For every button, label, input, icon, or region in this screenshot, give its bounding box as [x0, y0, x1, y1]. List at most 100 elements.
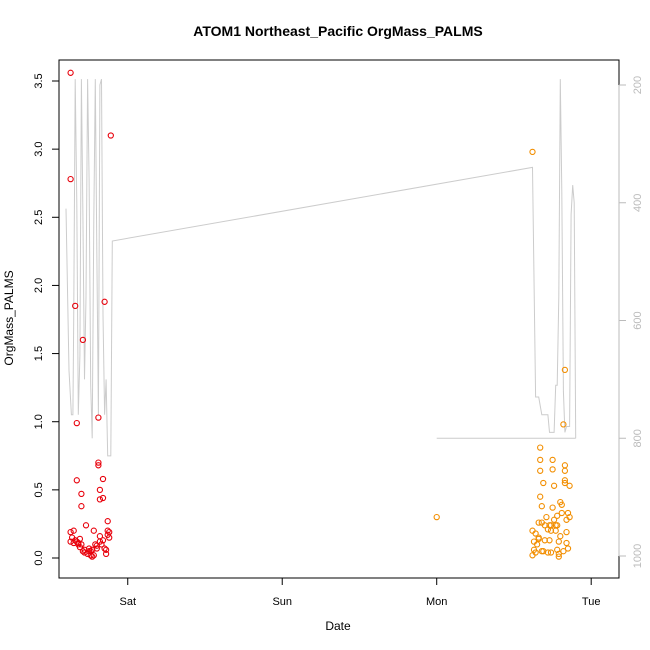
- altitude-line: [65, 78, 577, 457]
- data-point: [554, 522, 561, 529]
- data-point: [67, 69, 74, 76]
- data-point: [99, 537, 107, 544]
- data-point: [561, 477, 569, 484]
- data-point: [79, 336, 87, 344]
- data-point: [79, 548, 87, 555]
- data-point: [566, 482, 573, 489]
- data-point: [555, 553, 562, 560]
- y-tick-label: 2.0: [33, 278, 45, 293]
- data-point: [76, 535, 84, 543]
- y-tick-label: 3.5: [33, 73, 45, 88]
- data-point: [549, 456, 556, 464]
- x-tick-label: Mon: [426, 596, 447, 608]
- data-point: [557, 533, 564, 540]
- data-point: [563, 528, 570, 536]
- data-point: [535, 534, 542, 541]
- data-point: [560, 548, 567, 555]
- chart-title: ATOM1 Northeast_Pacific OrgMass_PALMS: [193, 23, 482, 39]
- right-axis: 200 400 600 800 1000: [618, 76, 644, 568]
- data-point: [537, 456, 544, 464]
- y-tick-label: 3.0: [33, 141, 45, 156]
- y-axis-label: OrgMass_PALMS: [2, 270, 16, 365]
- data-point: [106, 528, 113, 536]
- data-point: [73, 477, 80, 484]
- data-point: [104, 527, 111, 534]
- y-tick-label: 0.0: [33, 550, 45, 565]
- y-axis: 0.0 0.5 1.0 1.5 2.0 2.5 3.0 3.5: [33, 73, 60, 566]
- data-point: [90, 527, 97, 534]
- x-tick-label: Sun: [272, 596, 292, 608]
- data-point: [555, 538, 562, 545]
- data-point: [96, 496, 104, 503]
- data-point: [95, 414, 102, 421]
- data-point: [101, 298, 108, 305]
- data-point: [95, 462, 102, 469]
- data-point: [554, 512, 561, 519]
- data-point: [104, 518, 111, 525]
- data-point: [560, 421, 567, 428]
- data-point: [93, 545, 100, 552]
- data-point: [555, 550, 562, 558]
- data-point: [90, 552, 97, 559]
- data-point: [67, 175, 74, 183]
- data-point: [561, 462, 569, 469]
- right-tick-label: 600: [632, 311, 644, 329]
- series-0: [67, 69, 114, 560]
- data-point: [529, 148, 536, 156]
- data-point: [540, 479, 547, 487]
- data-point: [99, 475, 107, 483]
- right-tick-label: 800: [632, 429, 644, 447]
- points-layer: [67, 69, 573, 560]
- data-point: [433, 513, 440, 521]
- data-point: [563, 539, 570, 547]
- x-axis-label: Date: [325, 619, 351, 633]
- x-tick-label: Tue: [582, 596, 601, 608]
- data-point: [78, 503, 85, 510]
- data-point: [78, 541, 85, 548]
- data-point: [549, 504, 556, 511]
- data-point: [107, 132, 114, 139]
- data-point: [538, 503, 545, 510]
- data-point: [535, 519, 542, 526]
- data-point: [550, 482, 558, 489]
- data-point: [98, 541, 105, 548]
- data-point: [552, 527, 559, 534]
- data-point: [72, 302, 79, 310]
- data-point: [67, 528, 74, 536]
- data-point: [99, 494, 107, 502]
- data-point: [96, 533, 104, 540]
- data-point: [547, 549, 555, 556]
- data-point: [544, 549, 552, 556]
- right-tick-label: 1000: [632, 544, 644, 568]
- x-tick-label: Sat: [119, 596, 136, 608]
- data-point: [82, 522, 90, 529]
- data-point: [92, 541, 99, 548]
- data-point: [537, 493, 544, 500]
- data-point: [102, 550, 110, 558]
- data-point: [550, 516, 558, 523]
- data-point: [101, 545, 108, 552]
- data-point: [96, 486, 104, 494]
- data-point: [87, 548, 94, 555]
- data-point: [549, 466, 556, 473]
- data-point: [564, 545, 572, 552]
- data-point: [558, 509, 565, 517]
- right-tick-label: 400: [632, 194, 644, 212]
- y-tick-label: 1.5: [33, 346, 45, 361]
- data-point: [546, 537, 553, 544]
- y-tick-label: 1.0: [33, 414, 45, 429]
- altitude-line-layer: [65, 78, 577, 457]
- right-tick-label: 200: [632, 76, 644, 94]
- y-tick-label: 0.5: [33, 482, 45, 497]
- data-point: [78, 490, 85, 498]
- data-point: [561, 467, 569, 474]
- data-point: [73, 419, 80, 427]
- data-point: [561, 479, 569, 487]
- series-1: [433, 148, 573, 560]
- data-point: [533, 541, 541, 548]
- data-point: [532, 549, 539, 556]
- data-point: [566, 513, 573, 521]
- data-point: [70, 527, 77, 534]
- data-point: [558, 501, 565, 508]
